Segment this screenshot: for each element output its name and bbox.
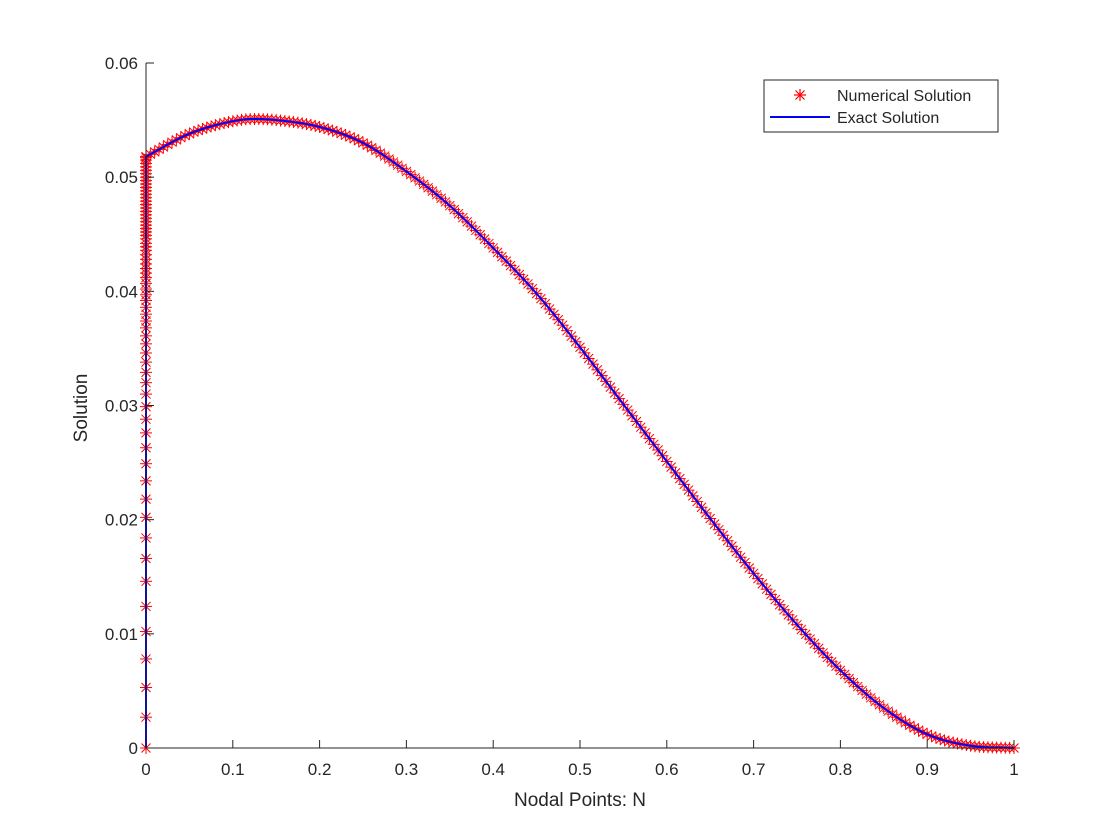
y-tick-label: 0.05 <box>105 168 138 187</box>
y-tick-label: 0 <box>129 739 138 758</box>
x-tick-label: 0.1 <box>221 760 245 779</box>
legend-label-exact: Exact Solution <box>837 110 939 127</box>
exact-solution-line-group <box>145 117 1015 749</box>
y-axis-title: Solution <box>71 374 92 443</box>
axes: 0 0.1 0.2 0.3 0.4 0.5 0.6 0.7 0.8 0.9 1 0 0.01 0.02 0.… <box>105 54 1019 779</box>
legend-marker-numerical <box>794 89 806 101</box>
x-axis-title: Nodal Points: N <box>514 790 646 811</box>
y-tick-label: 0.06 <box>105 54 138 73</box>
y-tick-label: 0.04 <box>105 282 138 301</box>
legend-box <box>763 79 999 133</box>
numerical-solution-markers <box>140 112 1020 754</box>
x-tick-label: 0 <box>141 760 150 779</box>
y-tick-label: 0.02 <box>105 511 138 530</box>
x-tick-label: 1 <box>1009 760 1018 779</box>
exact-solution-line <box>145 117 1015 749</box>
x-tick-label: 0.5 <box>568 760 592 779</box>
y-tick-label: 0.03 <box>105 397 138 416</box>
x-tick-label: 0.3 <box>395 760 419 779</box>
legend-label-numerical: Numerical Solution <box>837 88 971 105</box>
x-tick-label: 0.2 <box>308 760 332 779</box>
x-tick-label: 0.8 <box>829 760 853 779</box>
x-tick-label: 0.4 <box>481 760 505 779</box>
y-tick-label: 0.01 <box>105 625 138 644</box>
x-tick-label: 0.7 <box>742 760 766 779</box>
legend: Numerical Solution Exact Solution <box>763 79 999 133</box>
x-tick-label: 0.6 <box>655 760 679 779</box>
x-tick-label: 0.9 <box>915 760 939 779</box>
